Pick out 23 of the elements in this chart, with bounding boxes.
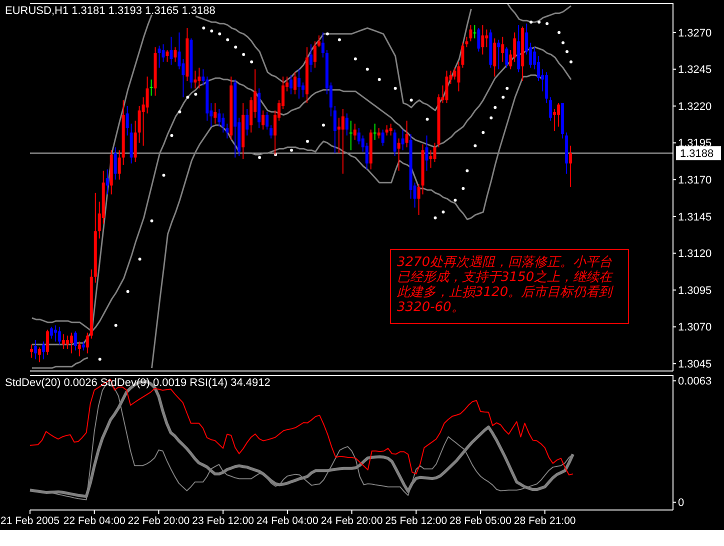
- x-tick-label: 28 Feb 21:00: [514, 515, 576, 527]
- y-tick-label: 1.3245: [678, 64, 712, 76]
- y-tick-label: 1.3045: [678, 358, 712, 371]
- ref-line-label: 1.3188: [680, 148, 714, 160]
- x-tick-label: 23 Feb 12:00: [192, 515, 254, 527]
- annotation: 3270处再次遇阻，回落修正。小平台已经形成，支持于3150之上，继续在此建多，止损3120。后市目标仍看到3320-60。: [390, 249, 629, 324]
- y-tick-label: 1.3270: [678, 27, 712, 40]
- y-tick-label: 1.3220: [678, 100, 712, 113]
- y-tick-label: 1.3145: [678, 211, 712, 224]
- y-tick-label: 0.0063: [678, 376, 712, 388]
- x-tick-label: 28 Feb 05:00: [450, 515, 512, 527]
- y-tick-label: 1.3120: [678, 248, 712, 260]
- x-tick-label: 21 Feb 2005: [0, 515, 60, 527]
- y-tick-label: 1.3095: [678, 284, 712, 297]
- x-tick-label: 22 Feb 04:00: [63, 515, 126, 527]
- x-tick-label: 22 Feb 20:00: [128, 515, 190, 527]
- y-tick-label: 1.3170: [678, 174, 712, 187]
- chart-title: EURUSD,H1 1.3181 1.3193 1.3165 1.3188: [5, 5, 216, 17]
- y-tick-label: 0: [678, 497, 684, 510]
- y-tick-label: 1.3070: [678, 322, 712, 334]
- x-tick-label: 24 Feb 04:00: [256, 515, 319, 527]
- x-tick-label: 25 Feb 12:00: [385, 515, 448, 527]
- x-tick-label: 24 Feb 20:00: [320, 515, 383, 527]
